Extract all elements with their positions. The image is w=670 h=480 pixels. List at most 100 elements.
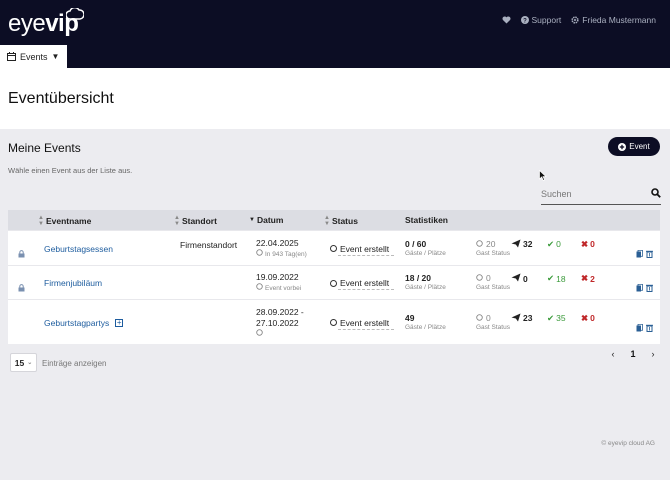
table-row[interactable]: Geburtstagpartys + 28.09.2022 - 27.10.202… xyxy=(8,299,660,344)
sort-icon: ▲ ▼ xyxy=(38,215,44,227)
add-event-button[interactable]: Event xyxy=(608,137,660,156)
row-actions xyxy=(636,319,653,337)
date-line-1: 22.04.2025 xyxy=(256,237,299,248)
next-page-button[interactable]: › xyxy=(651,349,655,359)
event-status[interactable]: Event erstellt xyxy=(330,244,389,254)
search-field xyxy=(541,184,661,205)
header-eventname[interactable]: ▲ ▼ Eventname xyxy=(38,215,91,227)
question-circle-icon: ? xyxy=(520,16,529,24)
row-actions xyxy=(636,245,653,263)
guest-open-value: 20 xyxy=(486,238,496,249)
guest-open-value: 0 xyxy=(486,273,491,283)
lock-icon xyxy=(18,279,25,297)
paper-plane-icon xyxy=(511,273,521,284)
support-label: Support xyxy=(531,15,562,25)
clock-icon xyxy=(256,329,263,340)
section-hint: Wähle einen Event aus der Liste aus. xyxy=(8,166,133,175)
event-name: Geburtstagsessen xyxy=(44,243,113,254)
copy-icon[interactable] xyxy=(636,245,643,263)
event-date: 19.09.2022 Event vorbei xyxy=(256,272,301,294)
header-location-label: Standort xyxy=(181,216,217,226)
check-icon: ✔ xyxy=(547,312,555,323)
circle-icon xyxy=(330,319,337,326)
date-line-2: 27.10.2022 xyxy=(256,318,299,328)
seats-stat: 18 / 20 Gäste / Plätze xyxy=(405,273,446,293)
accepted-stat: ✔ 35 xyxy=(547,313,566,324)
event-name-link[interactable]: Firmenjubiläum xyxy=(44,278,102,288)
guest-status-stat: 0 Gast Status xyxy=(476,273,510,293)
table-row[interactable]: Geburtstagsessen Firmenstandort 22.04.202… xyxy=(8,230,660,265)
events-menu-tab[interactable]: Events ▼ xyxy=(0,45,67,68)
sort-desc-icon: ▼ xyxy=(249,217,255,223)
header-date[interactable]: ▼ Datum xyxy=(249,215,283,225)
page-size-label: Einträge anzeigen xyxy=(42,359,107,368)
section-title: Meine Events xyxy=(8,141,81,155)
trash-icon[interactable] xyxy=(646,279,653,297)
header-status[interactable]: ▲ ▼ Status xyxy=(324,215,358,227)
page-title: Eventübersicht xyxy=(8,90,114,107)
date-subtext-label: In 943 Tag(en) xyxy=(265,250,307,258)
event-name-link[interactable]: Geburtstagpartys + xyxy=(44,317,124,328)
header-stats-label: Statistiken xyxy=(405,215,448,225)
table-header: ▲ ▼ Eventname ▲ ▼ Standort ▼ Datum ▲ ▼ Status S… xyxy=(8,210,660,230)
guest-status-label: Gast Status xyxy=(476,284,510,291)
events-menu-label: Events xyxy=(20,51,48,62)
event-status[interactable]: Event erstellt xyxy=(330,318,389,328)
sort-icon: ▲ ▼ xyxy=(174,215,180,227)
paper-plane-icon xyxy=(511,239,521,250)
event-name: Geburtstagpartys xyxy=(44,317,110,328)
seats-value: 18 / 20 xyxy=(405,273,431,283)
accepted-value: 35 xyxy=(556,313,566,323)
favorites-link[interactable] xyxy=(502,16,511,24)
expand-plus-icon[interactable]: + xyxy=(115,317,124,327)
event-name-link[interactable]: Geburtstagsessen xyxy=(44,244,113,254)
clock-icon xyxy=(256,248,263,260)
cross-icon: ✖ xyxy=(581,238,589,249)
copy-icon[interactable] xyxy=(636,279,643,297)
support-link[interactable]: ? Support xyxy=(520,15,562,25)
event-name: Firmenjubiläum xyxy=(44,278,103,288)
sent-value: 0 xyxy=(523,273,528,284)
sent-stat: 32 xyxy=(511,239,532,250)
gear-icon xyxy=(571,16,579,24)
seats-label: Gäste / Plätze xyxy=(405,249,446,257)
events-table: ▲ ▼ Eventname ▲ ▼ Standort ▼ Datum ▲ ▼ Status S… xyxy=(8,210,660,344)
user-menu[interactable]: Frieda Mustermann xyxy=(571,15,656,25)
date-line-1: 19.09.2022 xyxy=(256,272,299,282)
logo-text-light: eye xyxy=(8,10,46,37)
row-actions xyxy=(636,279,653,297)
seats-label: Gäste / Plätze xyxy=(405,284,446,291)
status-label: Event erstellt xyxy=(340,243,390,254)
seats-stat: 0 / 60 Gäste / Plätze xyxy=(405,239,446,259)
seats-value: 49 xyxy=(405,312,415,323)
page-size-select[interactable]: 15 ⌄ xyxy=(10,353,37,372)
table-row[interactable]: Firmenjubiläum 19.09.2022 Event vorbei E… xyxy=(8,265,660,299)
status-underline xyxy=(338,289,394,290)
trash-icon[interactable] xyxy=(646,319,653,337)
header-location[interactable]: ▲ ▼ Standort xyxy=(174,215,217,227)
footer-copyright: © eyevip cloud AG xyxy=(601,440,655,447)
page-size-value: 15 xyxy=(14,357,25,368)
event-date: 22.04.2025 In 943 Tag(en) xyxy=(256,238,307,260)
copy-icon[interactable] xyxy=(636,319,643,337)
header-stats: Statistiken xyxy=(405,215,448,225)
plus-circle-icon xyxy=(618,142,627,151)
status-label: Event erstellt xyxy=(340,278,390,288)
search-input[interactable] xyxy=(541,184,645,204)
current-page[interactable]: 1 xyxy=(630,349,636,359)
circle-icon xyxy=(476,313,483,323)
pagination: ‹ 1 › xyxy=(603,349,663,359)
accepted-value: 0 xyxy=(556,239,561,249)
eyevip-logo[interactable]: eyevip xyxy=(8,8,84,38)
declined-stat: ✖ 0 xyxy=(581,239,595,250)
seats-value: 0 / 60 xyxy=(405,238,427,249)
trash-icon[interactable] xyxy=(646,245,653,263)
previous-page-button[interactable]: ‹ xyxy=(611,349,615,359)
search-icon[interactable] xyxy=(651,188,661,198)
guest-status-stat: 20 Gast Status xyxy=(476,239,510,259)
status-underline xyxy=(338,254,394,256)
sent-stat: 23 xyxy=(511,313,532,324)
event-status[interactable]: Event erstellt xyxy=(330,278,389,288)
top-navbar: eyevip ? Support Frieda Mustermann Event… xyxy=(0,0,670,68)
seats-stat: 49 Gäste / Plätze xyxy=(405,313,446,333)
